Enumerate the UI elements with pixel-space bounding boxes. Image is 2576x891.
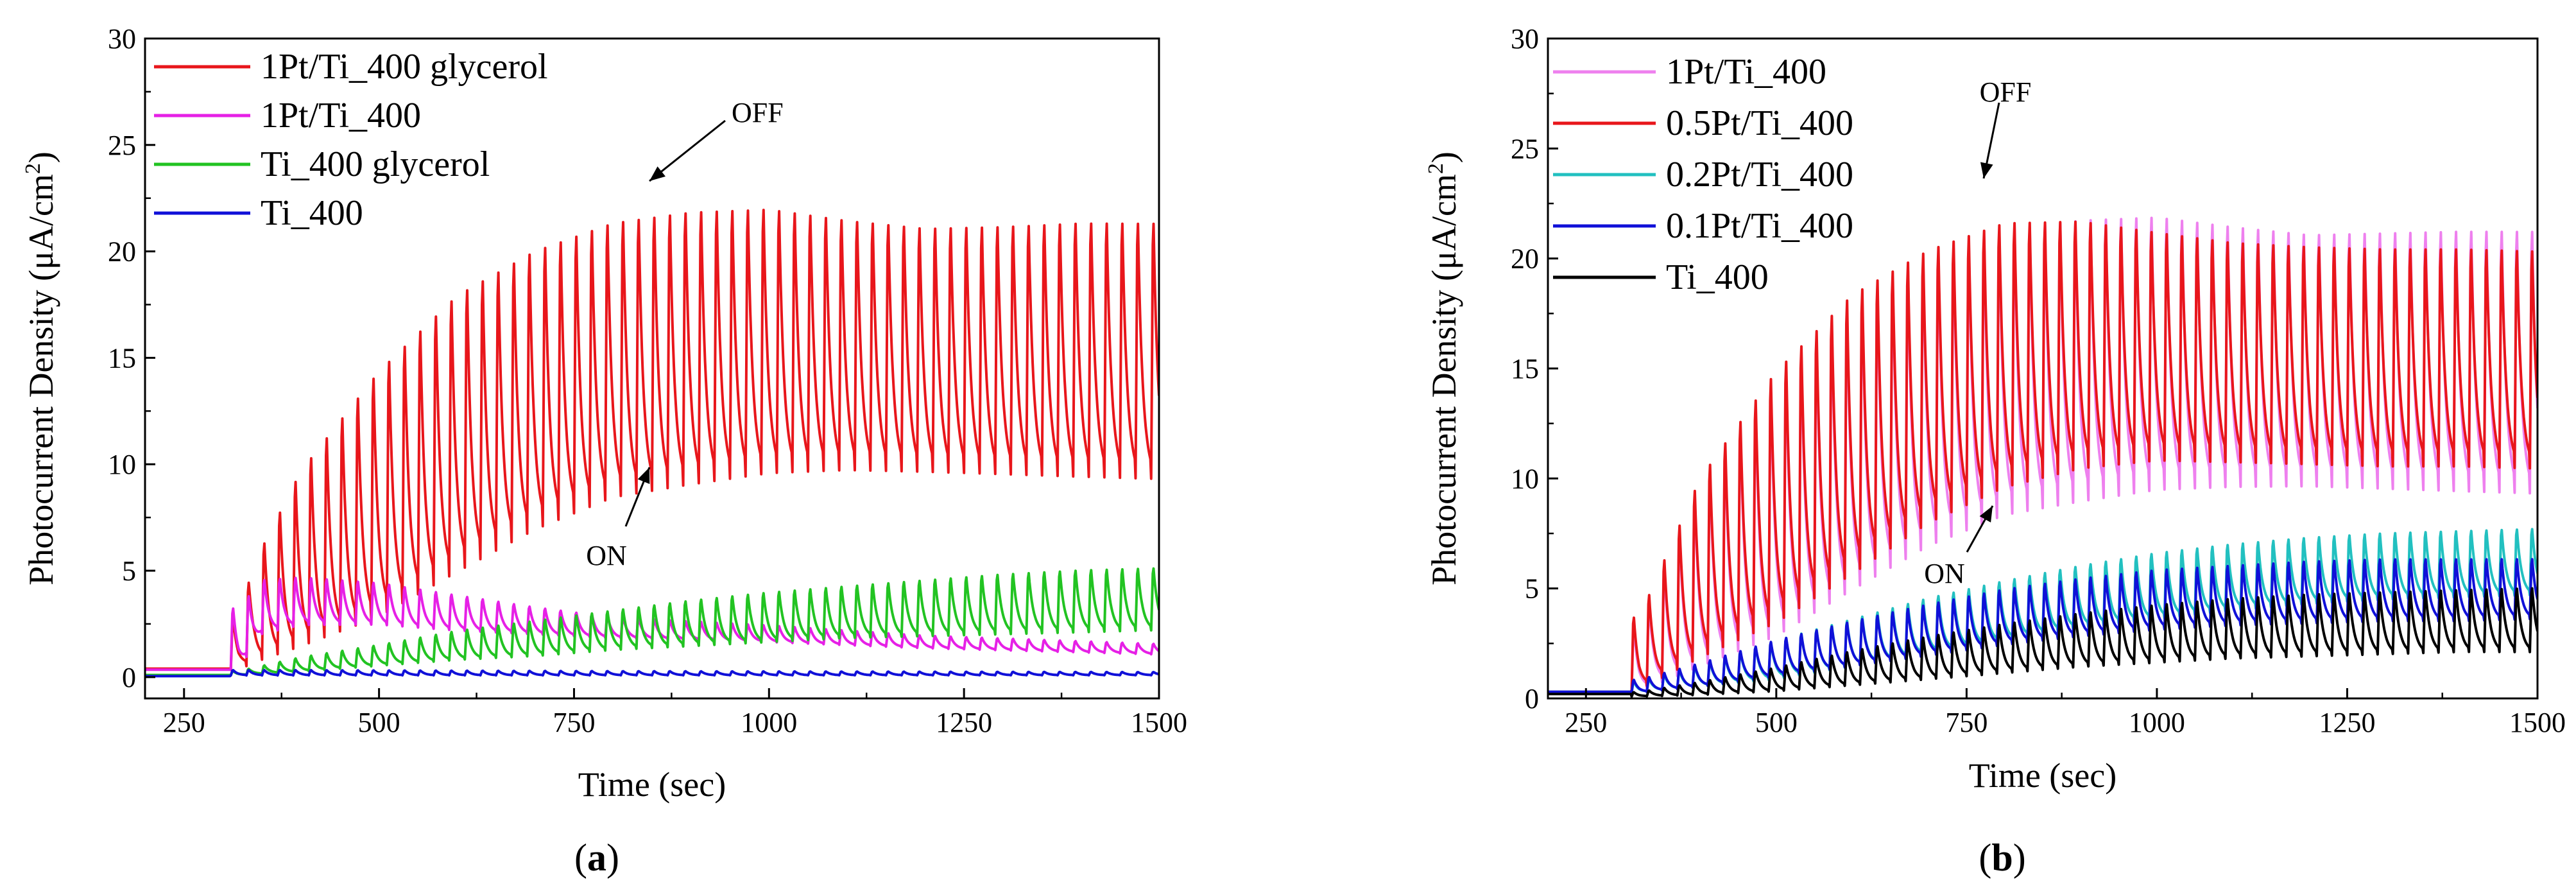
- panel-b-caption-letter: b: [1991, 836, 2013, 879]
- panel-b-series-line-1: [1548, 220, 2537, 693]
- panel-a-annotation-arrowhead: [649, 166, 666, 181]
- panel-a-y-axis-label-superscript: 2: [21, 163, 45, 174]
- panel-a-annotation-off: OFF: [732, 97, 784, 128]
- panel-a-legend-label: 1Pt/Ti_400 glycerol: [261, 47, 548, 87]
- panel-a-x-tick-label: 1250: [936, 707, 992, 738]
- panel-b-annotation-off: OFF: [1980, 76, 2032, 108]
- panel-b-y-axis-ticks: 0 5 10 15 20 25 30: [1511, 23, 1558, 714]
- panel-a-series-line-2: [145, 567, 1159, 677]
- panel-a-y-tick-label: 15: [108, 342, 136, 374]
- panel-b-y-axis-label-superscript: 2: [1424, 163, 1448, 174]
- panel-a-x-tick-label: 1500: [1131, 707, 1187, 738]
- panel-a-legend: 1Pt/Ti_400 glycerol 1Pt/Ti_400 Ti_400 glyc…: [154, 47, 548, 233]
- panel-a-y-tick-label: 10: [108, 449, 136, 480]
- panel-b: 250 500 750 1000 1250 1500 0 5 10 15 20 25 30 Time …: [1424, 23, 2566, 879]
- panel-b-legend-label: 0.1Pt/Ti_400: [1666, 206, 1853, 246]
- panel-b-x-axis-label: Time (sec): [1969, 756, 2117, 795]
- panel-b-x-tick-label: 1250: [2319, 707, 2375, 738]
- panel-b-y-tick-label: 5: [1525, 573, 1539, 605]
- panel-a-annotations: OFF ON: [586, 97, 784, 571]
- panel-a-y-axis-label-close: ): [22, 151, 60, 163]
- panel-a-series-group: [145, 209, 1159, 678]
- panel-b-x-tick-label: 1500: [2509, 707, 2566, 738]
- panel-a-plot-frame: [144, 37, 1160, 700]
- panel-b-legend-label: 1Pt/Ti_400: [1666, 52, 1826, 92]
- panel-a-x-tick-label: 250: [163, 707, 205, 738]
- panel-a-y-axis-label-main: Photocurrent Density (μA/cm: [22, 174, 60, 585]
- panel-b-x-axis-ticks: 250 500 750 1000 1250 1500: [1565, 688, 2566, 738]
- panel-b-x-tick-label: 500: [1755, 707, 1798, 738]
- panel-b-series-group: [1548, 216, 2537, 698]
- panel-b-y-tick-label: 15: [1511, 353, 1539, 385]
- panel-b-x-tick-label: 1000: [2129, 707, 2185, 738]
- panel-a-legend-label: 1Pt/Ti_400: [261, 96, 421, 135]
- panel-b-caption: (b): [1979, 836, 2025, 879]
- panel-b-legend-label: 0.2Pt/Ti_400: [1666, 155, 1853, 195]
- panel-b-annotations: OFF ON: [1924, 76, 2031, 589]
- panel-b-x-tick-label: 750: [1945, 707, 1988, 738]
- panel-b-y-tick-label: 25: [1511, 133, 1539, 164]
- panel-a-x-tick-label: 750: [553, 707, 595, 738]
- panel-b-annotation-arrowhead: [1979, 506, 1993, 523]
- panel-a-x-tick-label: 500: [358, 707, 400, 738]
- panel-a-series-line-3: [145, 669, 1159, 678]
- panel-b-y-tick-label: 30: [1511, 23, 1539, 55]
- panel-a-caption-letter: a: [587, 836, 606, 879]
- panel-a-y-tick-label: 5: [122, 555, 136, 587]
- panel-a-y-tick-label: 30: [108, 23, 136, 55]
- panel-a-caption: (a): [574, 836, 619, 879]
- panel-a-y-axis-ticks: 0 5 10 15 20 25 30: [108, 23, 155, 693]
- panel-a-y-tick-label: 0: [122, 662, 136, 693]
- panel-a-legend-label: Ti_400: [261, 193, 363, 233]
- panel-a-x-axis-ticks: 250 500 750 1000 1250 1500: [163, 688, 1187, 738]
- panel-b-y-tick-label: 0: [1525, 683, 1539, 714]
- panel-a-annotation-arrowhead: [637, 467, 650, 484]
- panel-b-series-line-4: [1548, 587, 2537, 698]
- panel-b-y-axis-label-close: ): [1425, 151, 1463, 163]
- panel-b-annotation-arrowhead: [1980, 162, 1993, 178]
- panel-b-legend-label: 0.5Pt/Ti_400: [1666, 103, 1853, 143]
- panel-a-y-axis-label: Photocurrent Density (μA/cm2): [21, 151, 60, 585]
- panel-b-y-tick-label: 10: [1511, 463, 1539, 494]
- panel-a-annotation-arrow: [649, 119, 726, 182]
- panel-a-y-tick-label: 25: [108, 130, 136, 161]
- panel-a-legend-label: Ti_400 glycerol: [261, 144, 490, 184]
- panel-a-x-axis-label: Time (sec): [578, 765, 726, 804]
- panel-a: 250 500 750 1000 1250 1500 0 5 10 15 20 25 30 Time …: [21, 23, 1187, 879]
- panel-b-legend: 1Pt/Ti_400 0.5Pt/Ti_400 0.2Pt/Ti_400 0.1Pt/…: [1553, 52, 1853, 297]
- panel-b-y-axis-label-main: Photocurrent Density (μA/cm: [1425, 174, 1463, 585]
- panel-a-annotation-on: ON: [586, 540, 627, 571]
- panel-a-series-line-0: [145, 209, 1159, 671]
- panel-a-x-tick-label: 1000: [741, 707, 797, 738]
- panel-b-x-tick-label: 250: [1565, 707, 1607, 738]
- panel-a-y-tick-label: 20: [108, 236, 136, 268]
- panel-b-legend-label: Ti_400: [1666, 257, 1769, 297]
- panel-b-annotation-on: ON: [1924, 558, 1965, 589]
- panel-b-y-axis-label: Photocurrent Density (μA/cm2): [1424, 151, 1463, 585]
- panel-b-series-line-3: [1548, 558, 2537, 694]
- panel-b-y-tick-label: 20: [1511, 243, 1539, 275]
